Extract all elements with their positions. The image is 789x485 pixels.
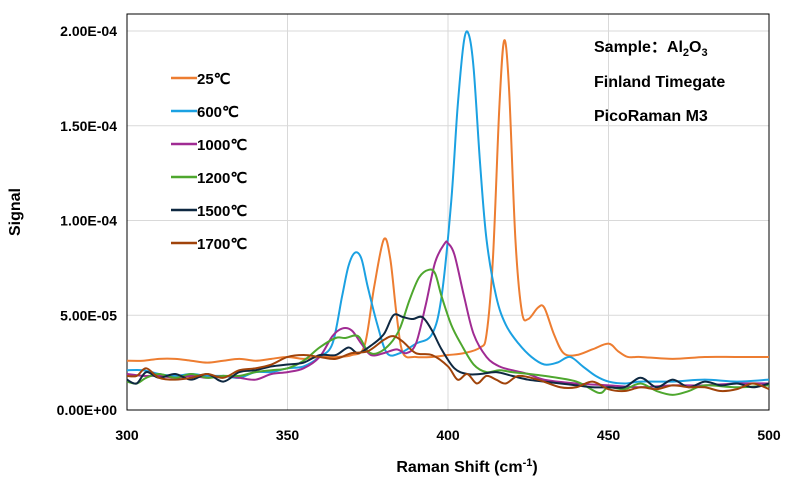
x-tick-label: 300 [115,427,139,443]
y-tick-label: 1.50E-04 [60,118,117,134]
x-tick-label: 400 [436,427,460,443]
legend: 25℃ 600℃ 1000℃ 1200℃ 1500℃ 1700℃ [171,71,247,253]
annotation-vendor: Finland Timegate [594,74,725,91]
y-tick-label: 0.00E+00 [57,402,118,418]
series-line-3 [126,268,770,396]
legend-label: 1200℃ [197,170,247,187]
annotation: Sample：Al2O3 Finland Timegate PicoRaman … [594,39,725,125]
annotation-instrument: PicoRaman M3 [594,108,708,125]
x-tick-labels: 300 350 400 450 500 [115,427,781,443]
x-tick-label: 350 [276,427,300,443]
series-line-4 [126,313,770,389]
x-tick-label: 450 [597,427,621,443]
series-line-5 [126,335,770,393]
y-tick-label: 5.00E-05 [60,307,117,323]
y-axis-label: Signal [7,188,24,236]
x-tick-label: 500 [757,427,781,443]
legend-label: 1000℃ [197,137,247,154]
legend-label: 1700℃ [197,236,247,253]
legend-label: 25℃ [197,71,231,88]
y-tick-labels: 0.00E+00 5.00E-05 1.00E-04 1.50E-04 2.00E-04 [57,23,118,418]
legend-label: 1500℃ [197,203,247,220]
legend-label: 600℃ [197,104,239,121]
plot-area-border [126,13,770,411]
annotation-sample: Sample：Al2O3 [594,39,708,59]
series-line-2 [126,240,770,389]
y-tick-label: 1.00E-04 [60,213,117,229]
x-axis-label: Raman Shift (cm-1) [396,457,537,476]
series-lines [126,30,770,396]
y-tick-label: 2.00E-04 [60,23,117,39]
gridlines [127,14,769,410]
